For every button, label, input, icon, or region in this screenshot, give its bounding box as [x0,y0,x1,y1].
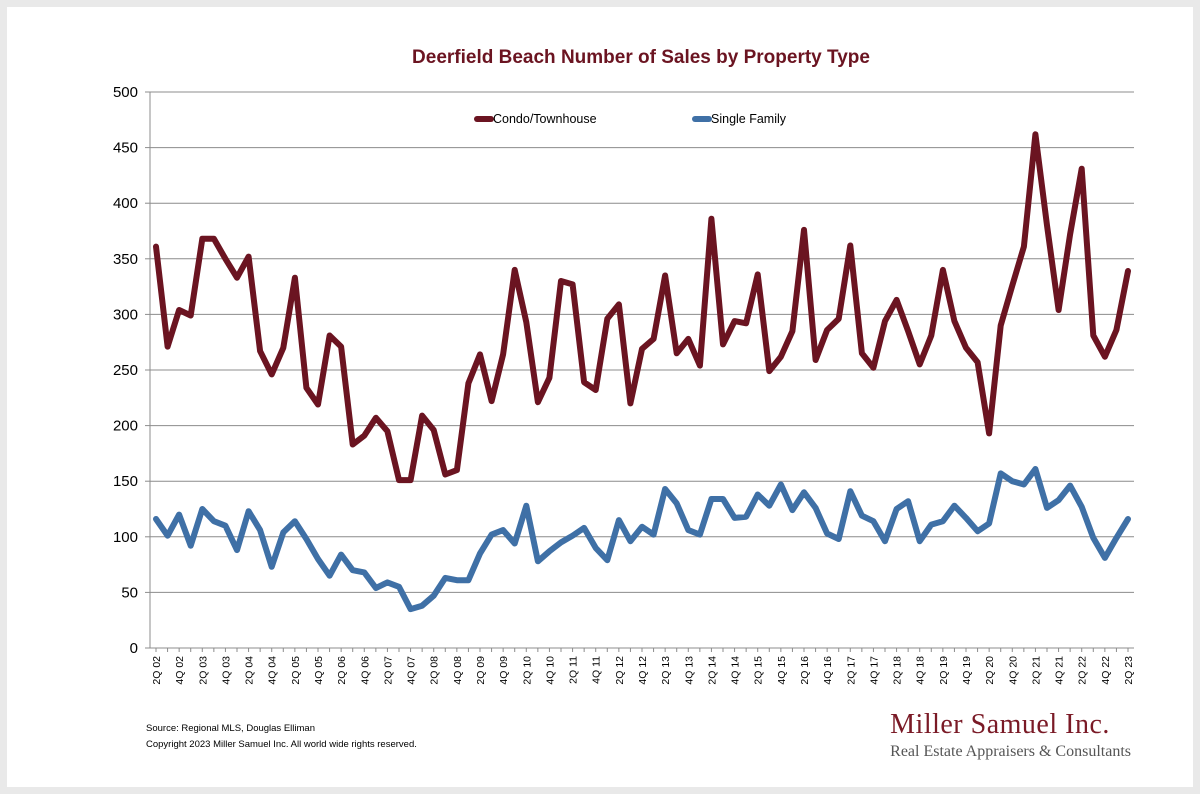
x-tick-label: 2Q 03 [197,656,209,685]
y-tick-label: 400 [113,195,138,212]
x-tick-label: 4Q 12 [637,656,649,685]
x-axis: 2Q 02 4Q 02 2Q 03 4Q 03 2Q 04 4Q 04 2Q 05 4Q 05… [150,647,1135,685]
x-tick-label: 2Q 23 [1123,656,1135,685]
legend-label: Condo/Townhouse [493,112,597,126]
y-tick-label: 50 [121,584,138,601]
x-tick-label: 4Q 13 [683,656,695,685]
y-tick-label: 100 [113,529,138,546]
x-tick-label: 2Q 17 [845,656,857,685]
x-tick-label: 4Q 16 [822,656,834,685]
x-tick-label: 4Q 05 [313,656,325,685]
x-tick-label: 4Q 02 [174,656,186,685]
x-tick-label: 2Q 12 [614,656,626,685]
x-tick-label: 2Q 04 [244,656,256,685]
series-line-condo-townhouse [153,131,1131,484]
x-tick-label: 2Q 07 [382,656,394,685]
y-tick-label: 350 [113,251,138,268]
y-axis: 0 50 100 150 200 250 300 350 400 450 500 [113,84,151,657]
x-tick-label: 2Q 06 [336,656,348,685]
brand-tagline: Real Estate Appraisers & Consultants [890,743,1131,760]
x-tick-label: 4Q 08 [452,656,464,685]
x-tick-label: 4Q 11 [591,656,603,684]
x-tick-label: 2Q 18 [892,656,904,685]
x-tick-label: 4Q 07 [406,656,418,685]
x-tick-label: 4Q 22 [1100,656,1112,685]
series-lines [153,131,1131,613]
x-tick-label: 4Q 19 [961,656,973,685]
x-tick-label: 2Q 10 [521,656,533,685]
line-chart: Deerfield Beach Number of Sales by Prope… [113,47,1135,685]
x-tick-label: 4Q 20 [1007,656,1019,685]
x-tick-label: 2Q 21 [1030,656,1042,685]
x-tick-label: 2Q 13 [660,656,672,685]
x-tick-label: 4Q 04 [267,656,279,685]
legend-label: Single Family [711,112,787,126]
x-tick-label: 4Q 06 [359,656,371,685]
x-tick-label: 2Q 15 [753,656,765,685]
x-tick-label: 4Q 10 [544,656,556,685]
x-tick-label: 4Q 18 [915,656,927,685]
gridlines [150,91,1134,649]
x-tick-label: 2Q 20 [984,656,996,685]
x-tick-label: 2Q 08 [429,656,441,685]
x-tick-label: 4Q 21 [1054,656,1066,685]
y-tick-label: 450 [113,140,138,157]
chart-title: Deerfield Beach Number of Sales by Prope… [412,47,870,68]
y-tick-label: 0 [130,640,138,657]
x-tick-label: 2Q 09 [475,656,487,685]
y-tick-label: 500 [113,84,138,101]
brand-name: Miller Samuel Inc. [890,709,1110,740]
chart-frame: Deerfield Beach Number of Sales by Prope… [7,7,1193,787]
x-tick-label: 4Q 17 [868,656,880,685]
brand-logo: Miller Samuel Inc. Real Estate Appraiser… [890,709,1131,761]
y-tick-label: 300 [113,306,138,323]
x-tick-label: 4Q 03 [220,656,232,685]
y-tick-label: 150 [113,473,138,490]
y-tick-label: 250 [113,362,138,379]
x-tick-label: 4Q 09 [498,656,510,685]
copyright-note: Copyright 2023 Miller Samuel Inc. All wo… [146,739,417,750]
x-tick-label: 2Q 19 [938,656,950,685]
x-tick-label: 4Q 15 [776,656,788,685]
source-note: Source: Regional MLS, Douglas Elliman [146,723,315,734]
series-line-single-family [153,466,1131,613]
x-tick-label: 2Q 16 [799,656,811,685]
y-tick-label: 200 [113,418,138,435]
x-tick-label: 2Q 22 [1077,656,1089,685]
legend: Condo/Townhouse Single Family [474,112,787,126]
x-tick-label: 4Q 14 [730,656,742,685]
x-tick-label: 2Q 11 [568,656,580,684]
x-tick-label: 2Q 02 [151,656,163,685]
x-tick-label: 2Q 05 [290,656,302,685]
x-tick-label: 2Q 14 [706,656,718,685]
